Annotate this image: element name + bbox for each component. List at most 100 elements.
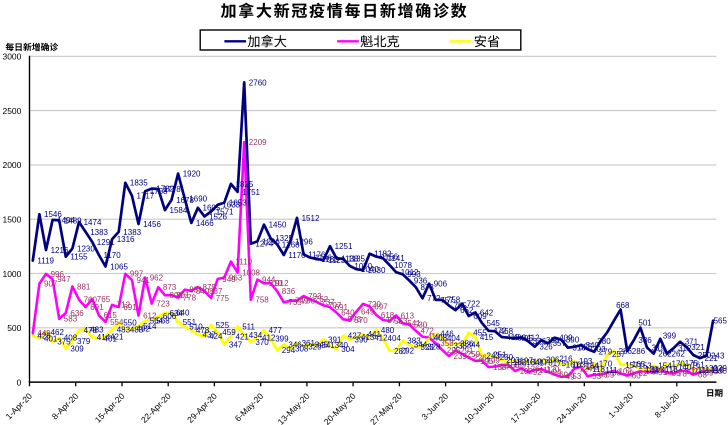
svg-text:161: 161: [566, 361, 580, 370]
svg-text:483: 483: [130, 326, 144, 335]
svg-text:541: 541: [407, 319, 421, 328]
svg-text:346: 346: [288, 340, 302, 349]
svg-text:140: 140: [678, 363, 692, 372]
svg-text:1633: 1633: [222, 201, 240, 210]
svg-text:606: 606: [163, 312, 177, 321]
svg-text:996: 996: [51, 270, 65, 279]
svg-text:303: 303: [592, 345, 606, 354]
svg-text:142: 142: [586, 363, 600, 372]
svg-text:483: 483: [90, 326, 104, 335]
svg-text:408: 408: [434, 334, 448, 343]
svg-text:757: 757: [440, 296, 454, 305]
svg-text:550: 550: [123, 318, 137, 327]
svg-text:615: 615: [104, 311, 118, 320]
svg-text:338: 338: [454, 341, 468, 350]
svg-text:1141: 1141: [388, 254, 406, 263]
svg-text:1156: 1156: [381, 253, 399, 262]
svg-text:649: 649: [361, 308, 375, 317]
svg-text:1526: 1526: [209, 212, 227, 221]
svg-text:1110: 1110: [236, 258, 253, 267]
svg-text:1170: 1170: [288, 251, 306, 260]
svg-text:415: 415: [506, 333, 520, 342]
svg-text:468: 468: [500, 327, 514, 336]
svg-text:2760: 2760: [249, 78, 267, 87]
svg-text:262: 262: [672, 350, 686, 359]
svg-text:851: 851: [189, 286, 203, 295]
svg-text:735: 735: [288, 298, 302, 307]
svg-text:1782: 1782: [156, 185, 174, 194]
svg-text:758: 758: [255, 296, 269, 305]
svg-text:329: 329: [308, 342, 322, 351]
svg-text:356: 356: [460, 339, 474, 348]
svg-text:116: 116: [711, 365, 724, 374]
svg-text:3000: 3000: [2, 52, 21, 62]
svg-text:800: 800: [170, 291, 184, 300]
svg-text:691: 691: [335, 303, 349, 312]
svg-text:251: 251: [493, 351, 507, 360]
svg-text:1296: 1296: [262, 237, 280, 246]
svg-text:292: 292: [401, 346, 415, 355]
svg-text:1653: 1653: [229, 199, 247, 208]
svg-text:906: 906: [434, 280, 448, 289]
svg-text:163: 163: [572, 360, 586, 369]
svg-text:323: 323: [421, 343, 435, 352]
svg-text:279: 279: [599, 348, 613, 357]
svg-text:472: 472: [421, 327, 435, 336]
svg-text:144: 144: [500, 362, 514, 371]
svg-text:1835: 1835: [130, 179, 148, 188]
svg-text:640: 640: [176, 309, 190, 318]
svg-text:1751: 1751: [242, 188, 260, 197]
svg-text:1678: 1678: [176, 196, 194, 205]
svg-text:737: 737: [321, 298, 335, 307]
svg-text:1584: 1584: [170, 206, 188, 215]
svg-text:568: 568: [156, 316, 170, 325]
svg-text:2209: 2209: [249, 138, 267, 147]
svg-text:564: 564: [150, 317, 164, 326]
svg-text:69: 69: [605, 371, 614, 380]
svg-text:347: 347: [229, 340, 243, 349]
svg-text:379: 379: [77, 337, 91, 346]
svg-text:391: 391: [328, 336, 342, 345]
svg-text:573: 573: [388, 316, 402, 325]
svg-text:239: 239: [454, 352, 468, 361]
svg-text:344: 344: [467, 341, 481, 350]
svg-text:426: 426: [37, 332, 51, 341]
svg-text:309: 309: [70, 344, 84, 353]
svg-text:409: 409: [559, 334, 573, 343]
svg-text:705: 705: [454, 301, 468, 310]
svg-text:1717: 1717: [137, 192, 155, 201]
svg-text:881: 881: [77, 282, 91, 291]
svg-text:325: 325: [579, 343, 593, 352]
svg-text:1325: 1325: [275, 234, 293, 243]
svg-text:1450: 1450: [269, 221, 287, 230]
svg-text:427: 427: [348, 332, 362, 341]
svg-text:477: 477: [269, 326, 283, 335]
svg-text:371: 371: [685, 338, 699, 347]
svg-text:762: 762: [315, 295, 329, 304]
svg-text:554: 554: [110, 318, 124, 327]
svg-text:175: 175: [553, 359, 567, 368]
svg-text:414: 414: [97, 333, 111, 342]
svg-text:383: 383: [407, 336, 421, 345]
svg-text:1546: 1546: [44, 210, 62, 219]
svg-text:344: 344: [414, 341, 428, 350]
svg-text:390: 390: [566, 336, 580, 345]
svg-text:1383: 1383: [90, 228, 108, 237]
svg-text:100: 100: [714, 367, 728, 376]
svg-text:116: 116: [665, 365, 678, 374]
svg-text:1146: 1146: [315, 254, 333, 263]
svg-text:775: 775: [216, 294, 230, 303]
svg-text:449: 449: [37, 329, 51, 338]
svg-text:60: 60: [632, 372, 641, 381]
svg-text:100: 100: [645, 367, 659, 376]
svg-text:1296: 1296: [295, 237, 313, 246]
svg-text:459: 459: [222, 328, 236, 337]
svg-text:243: 243: [711, 352, 725, 361]
svg-text:197: 197: [520, 357, 534, 366]
svg-text:287: 287: [394, 347, 408, 356]
svg-text:720: 720: [368, 300, 382, 309]
svg-text:662: 662: [460, 306, 474, 315]
svg-text:501: 501: [638, 319, 652, 328]
svg-text:380: 380: [597, 337, 611, 346]
svg-text:963: 963: [229, 273, 243, 282]
